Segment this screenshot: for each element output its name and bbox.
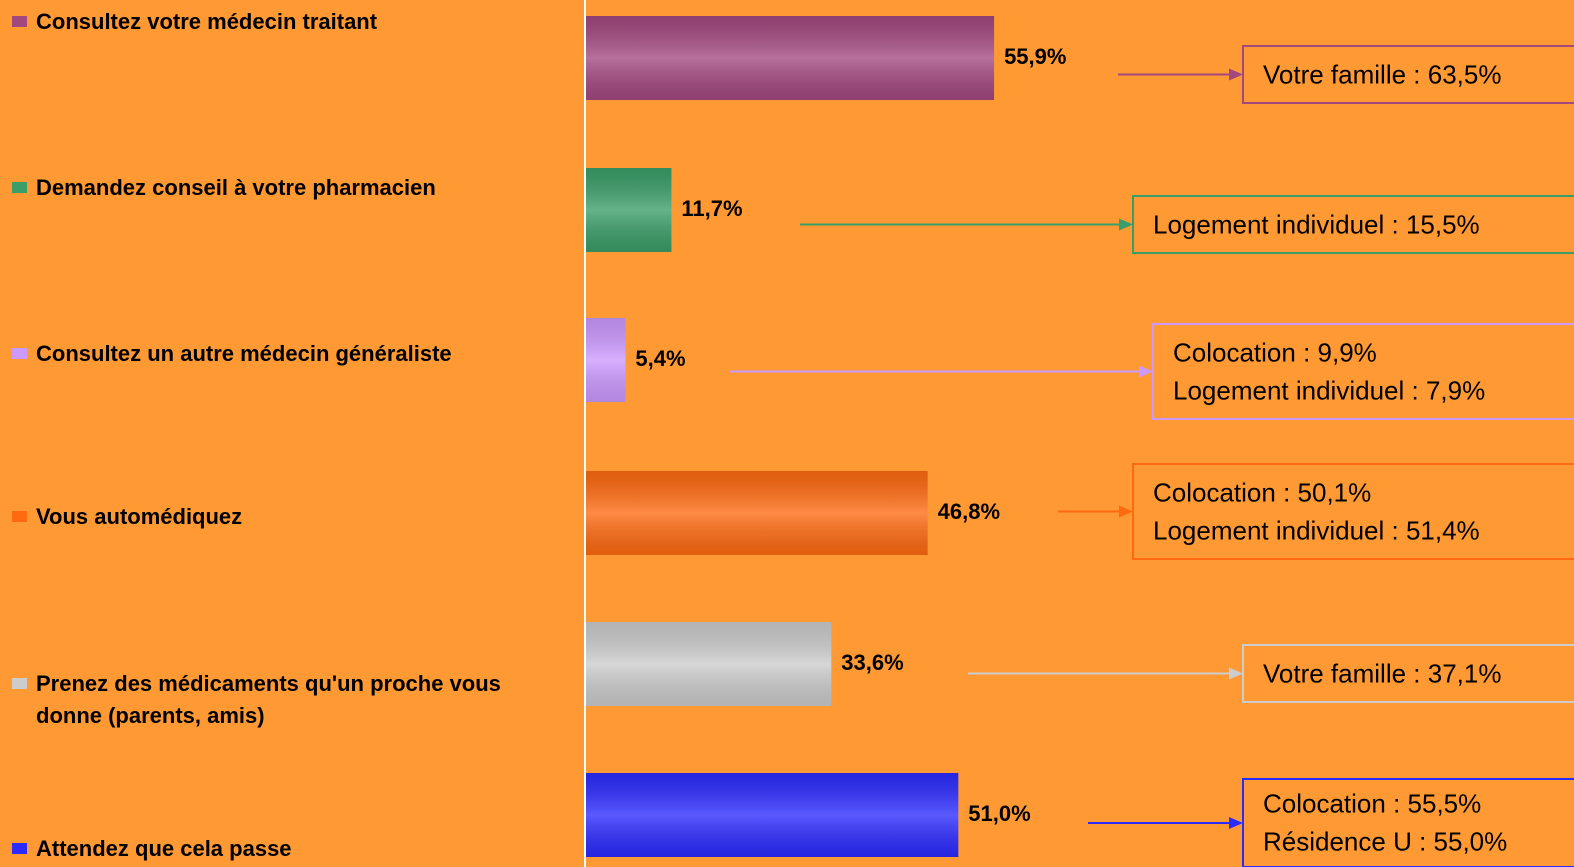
- arrow-head: [1229, 68, 1243, 81]
- value-label: 46,8%: [938, 499, 1000, 524]
- bar-shine: [586, 318, 626, 402]
- legend-swatch: [12, 182, 27, 193]
- legend-swatch: [12, 843, 27, 854]
- arrow-head: [1139, 365, 1153, 378]
- arrow-head: [1229, 667, 1243, 680]
- legend-label: Vous automédiquez: [36, 504, 243, 529]
- arrow-head: [1229, 817, 1243, 829]
- value-label: 33,6%: [841, 650, 903, 675]
- annotation-text: Votre famille : 37,1%: [1263, 658, 1502, 688]
- value-label: 5,4%: [635, 346, 685, 371]
- legend-label: Attendez que cela passe: [36, 836, 292, 861]
- annotation-text: Résidence U : 55,0%: [1263, 826, 1508, 857]
- annotation-text: Logement individuel : 51,4%: [1153, 515, 1480, 545]
- bar-shine: [586, 471, 928, 555]
- annotation-text: Votre famille : 63,5%: [1263, 59, 1502, 89]
- legend-label: Demandez conseil à votre pharmacien: [36, 175, 436, 200]
- bar-shine: [586, 16, 995, 100]
- value-label: 51,0%: [968, 801, 1030, 826]
- annotation-text: Logement individuel : 7,9%: [1173, 375, 1486, 405]
- legend-swatch: [12, 16, 27, 27]
- legend-label: Prenez des médicaments qu'un proche vous…: [36, 671, 501, 728]
- value-label: 11,7%: [681, 196, 742, 221]
- annotation-text: Logement individuel : 15,5%: [1153, 209, 1480, 239]
- bar-shine: [586, 622, 832, 706]
- arrow-head: [1119, 218, 1133, 231]
- legend-label: Consultez votre médecin traitant: [36, 9, 378, 34]
- annotation-text: Colocation : 9,9%: [1173, 337, 1377, 367]
- bar-shine: [586, 773, 959, 857]
- bar-shine: [586, 168, 672, 252]
- arrow-head: [1119, 505, 1133, 518]
- legend-label: Consultez un autre médecin généraliste: [36, 341, 452, 366]
- annotation-text: Colocation : 55,5%: [1263, 788, 1482, 819]
- legend-swatch: [12, 348, 27, 359]
- annotation-text: Colocation : 50,1%: [1153, 477, 1372, 507]
- legend-swatch: [12, 678, 27, 689]
- value-label: 55,9%: [1004, 44, 1066, 69]
- legend-swatch: [12, 511, 27, 522]
